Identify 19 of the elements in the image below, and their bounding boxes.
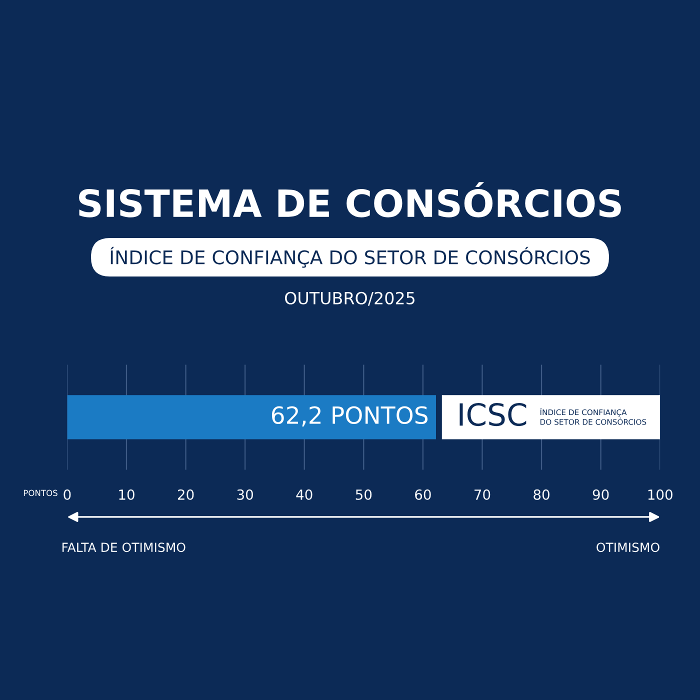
- x-tick-label: 90: [592, 489, 609, 500]
- x-tick-label: 30: [237, 489, 253, 500]
- x-tick-label: 20: [178, 489, 194, 500]
- x-tick-label: 60: [415, 489, 431, 500]
- x-tick-label: 80: [534, 489, 550, 500]
- text: OTIMISMO: [596, 542, 660, 552]
- chart-subtitle: ÍNDICE DE CONFIANÇA DO SETOR DE CONSÓRCIOS: [110, 246, 590, 268]
- chart-title: SISTEMA DE CONSÓRCIOS: [79, 182, 621, 218]
- text: FALTA DE OTIMISMO: [62, 542, 186, 552]
- x-tick-label: 0: [64, 489, 71, 500]
- x-tick-label: 50: [356, 489, 372, 500]
- x-tick-label: 40: [296, 489, 312, 500]
- text: OUTUBRO/2025: [285, 292, 414, 306]
- x-axis-title: PONTOS: [24, 490, 58, 496]
- annotation: ICSC: [460, 402, 526, 426]
- data-label: 62,2 PONTOS: [272, 406, 428, 426]
- x-tick-label: 70: [474, 489, 490, 500]
- x-tick-label: 10: [119, 489, 134, 500]
- x-tick-label: 100: [648, 489, 672, 500]
